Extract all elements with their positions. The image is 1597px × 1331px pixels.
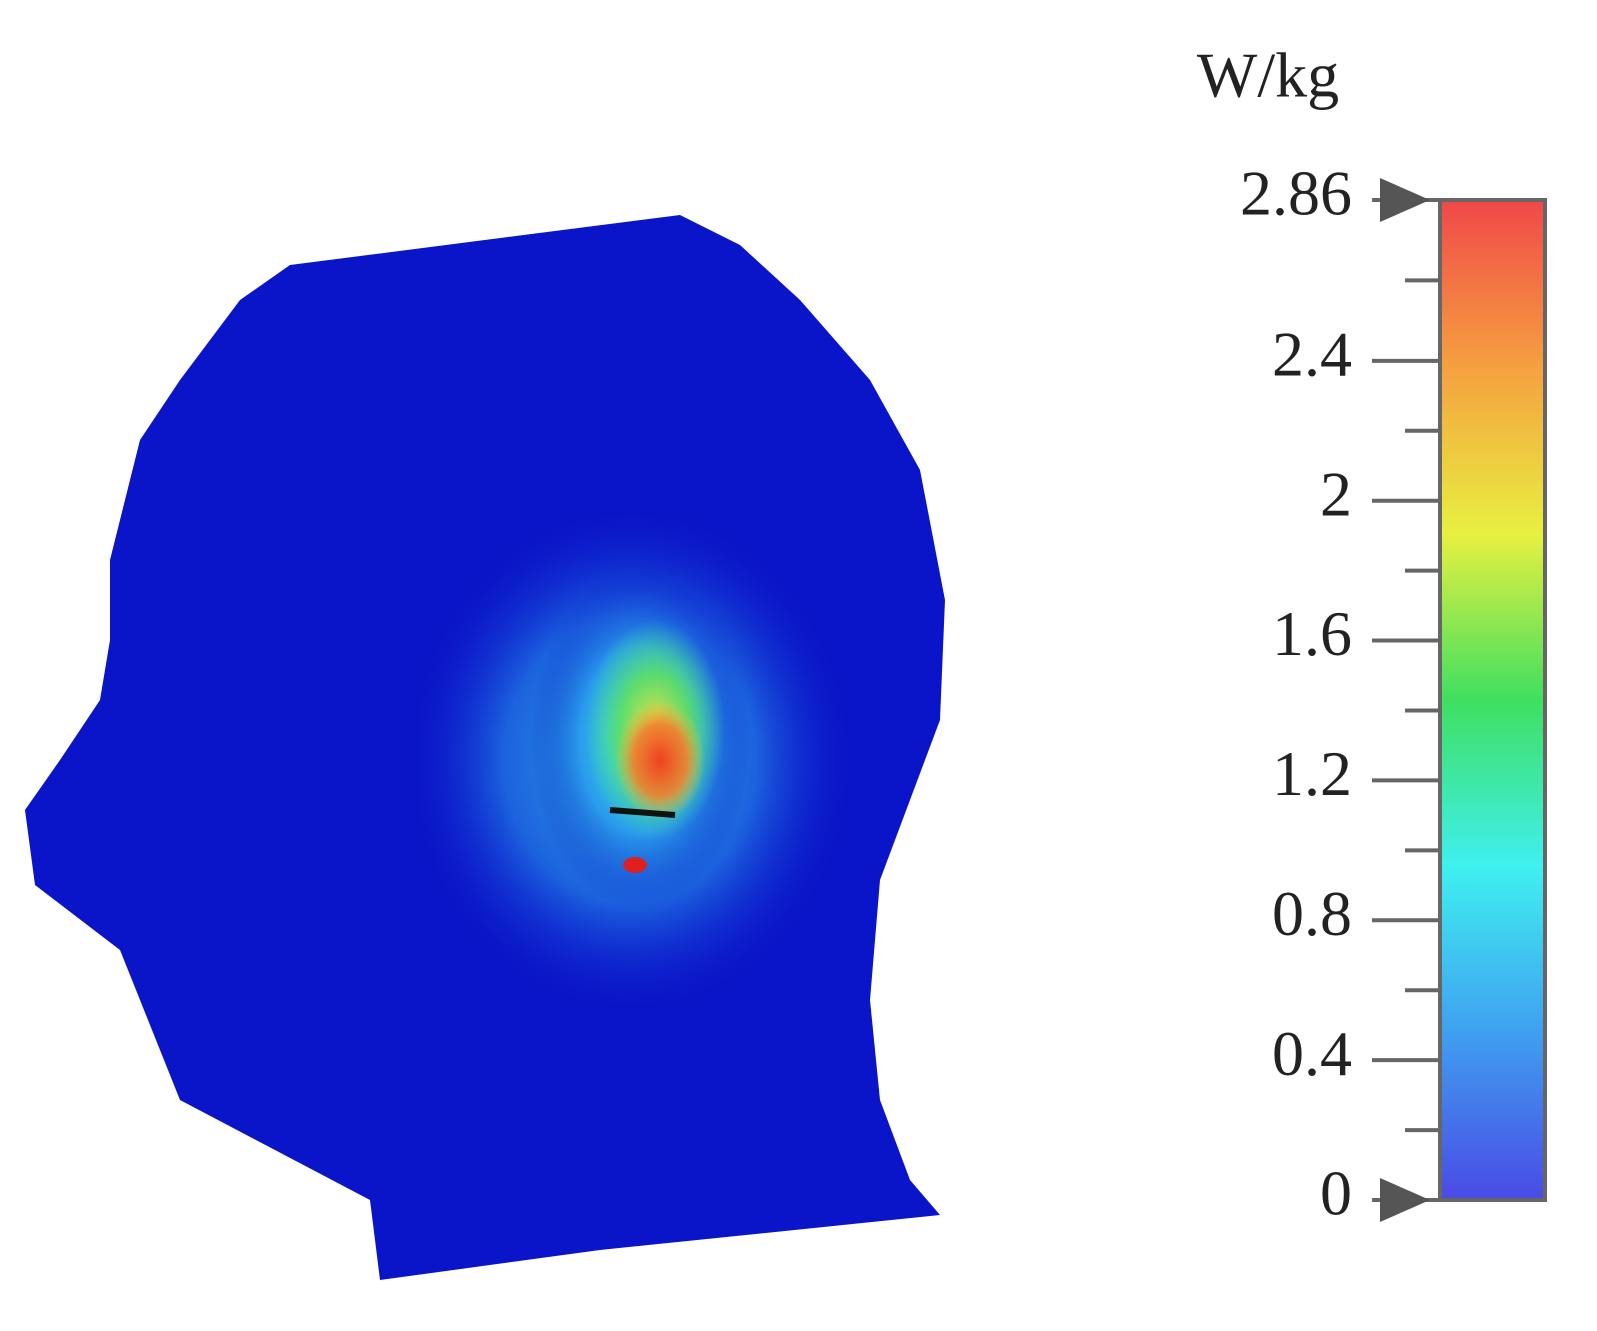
feed-point xyxy=(623,857,647,873)
tick-label: 0 xyxy=(1320,1158,1352,1229)
limit-arrow xyxy=(1380,178,1430,222)
tick-label: 0.8 xyxy=(1272,878,1352,949)
tick-label: 0.4 xyxy=(1272,1018,1352,1089)
colorbar: 0 0.4 0.8 1.2 1.6 2 2.4 2.86 xyxy=(1240,158,1547,1229)
tick-label: 2.4 xyxy=(1272,319,1352,390)
tick-label: 2 xyxy=(1320,458,1352,529)
tick-label: 1.6 xyxy=(1272,598,1352,669)
tick-label: 2.86 xyxy=(1240,158,1352,229)
limit-arrow xyxy=(1380,1178,1430,1222)
tick-label: 1.2 xyxy=(1272,738,1352,809)
colorbar-unit: W/kg xyxy=(1197,40,1339,111)
head-model xyxy=(25,215,945,1280)
antenna xyxy=(609,807,676,818)
field-peak xyxy=(615,700,705,820)
colorbar-gradient xyxy=(1438,198,1547,1202)
